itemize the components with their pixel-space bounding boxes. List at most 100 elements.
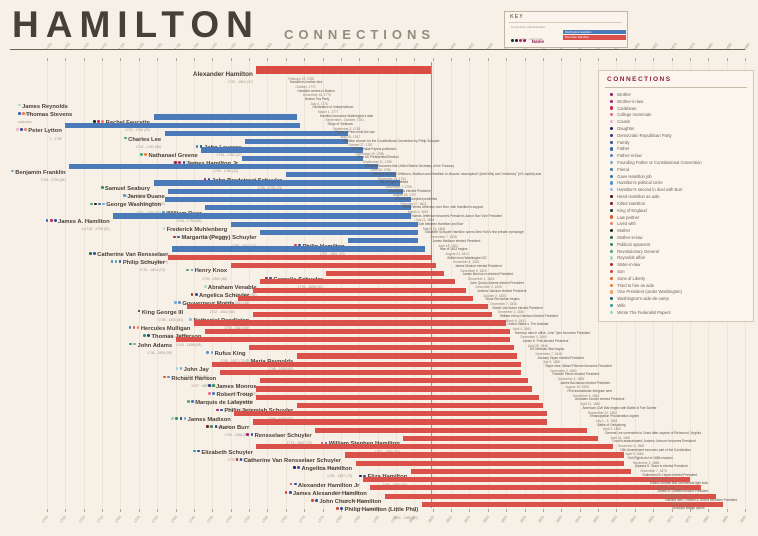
connection-dot: [206, 425, 210, 428]
connection-dot: [45, 219, 49, 222]
person-name: Thomas Stevens: [26, 111, 73, 118]
milestone-date: April 25, 1846: [528, 343, 548, 348]
axis-tick-bottom: [708, 509, 710, 512]
milestone-text: British burn Washington DC: [447, 255, 487, 260]
legend-label: Father-in-law: [617, 153, 642, 159]
connection-dot: [177, 235, 181, 239]
key-sample-row: Name: [511, 30, 544, 48]
connection-dot: [110, 260, 114, 263]
connection-dot: [235, 458, 239, 461]
person-label: Philip Hamilton (Little Phil) 1802 - 1884…: [0, 499, 418, 520]
person-dates: 1776 - 1808 (32): [0, 285, 323, 290]
person-dates: 1753 - 1786 (33): [213, 169, 239, 174]
key-bar-died-before: Died before Hamilton: [563, 29, 626, 35]
person-bar: [403, 435, 599, 442]
connection-dot: [114, 260, 118, 263]
gridline: [212, 62, 214, 508]
legend-label: Hamilton's second in duel with Burr: [617, 187, 683, 193]
axis-tick-top: [726, 58, 728, 61]
person-label: Alexander Hamilton 1757 - 1804 (47): [0, 64, 253, 85]
gridline: [542, 62, 544, 508]
milestone: July 4, 1776 Declaration of Independence: [311, 102, 354, 110]
legend-dot: [610, 283, 614, 287]
legend-label: Sister-in-law: [617, 262, 641, 268]
connection-dot: [199, 144, 203, 148]
milestone-date: December 2, 1840: [498, 310, 525, 315]
person-bar: [212, 361, 521, 367]
person-bar: [113, 213, 411, 219]
axis-tick-bottom: [432, 509, 434, 512]
person-dates: 1757 - 1804 (47): [227, 79, 253, 84]
person-label: Robert Troup 1757 - 1832 (75): [0, 384, 253, 405]
axis-tick-top: [708, 58, 710, 61]
connection-dot: [53, 219, 57, 222]
milestone-text: The Federalist Papers published: [350, 146, 396, 151]
person-bar: [238, 295, 474, 301]
milestone-text: Hamilton's mother dies: [290, 80, 323, 85]
person-name: Abraham Venable: [207, 284, 257, 291]
legend-dot: [610, 154, 614, 158]
milestone: December 3, 1828 Andrew Jackson elected P…: [476, 286, 527, 293]
key-title: KEY: [510, 14, 524, 20]
milestone-text: John Adams elected President: [387, 188, 431, 193]
person-label: James Duane 1733 - 1797 (63): [0, 186, 165, 207]
connection-dot: [171, 416, 175, 420]
milestone-text: First US Presidential Election: [357, 155, 399, 160]
person-name: Marquis de Lafayette: [195, 400, 253, 407]
person-label: James Monroe 1758 - 1831 (73): [0, 376, 257, 397]
axis-tick-bottom: [634, 509, 636, 512]
gridline: [285, 62, 287, 508]
person-name: Aaron Burr: [218, 424, 250, 431]
connection-dot: [136, 326, 140, 329]
person-label-line: Rensselaer Schuyler: [0, 425, 312, 442]
gridline: [524, 62, 526, 508]
milestone: December 7, 1796 John Adams elected Presi…: [386, 185, 431, 193]
connection-dot: [89, 252, 92, 255]
legend-row: Washington's aide-de-camp: [610, 295, 749, 302]
milestone-text: Garfield dies; Chester A. Arthur becomes…: [665, 497, 738, 502]
axis-tick-top: [157, 58, 159, 61]
person-dates: 1750 - 1801 (51): [202, 235, 228, 240]
person-dates: 1758 - 1801 (42): [0, 244, 256, 249]
person-name: Henry Knox: [194, 268, 228, 275]
legend-label: Founding Father or Constitutional Conven…: [617, 160, 702, 166]
person-label: Abraham Venable 1758 - 1811 (52): [0, 277, 257, 298]
person-label-line: Abraham Venable: [0, 277, 257, 294]
milestone-text: Siege of Yorktown: [327, 121, 354, 126]
legend-row: King of England: [610, 207, 749, 214]
legend-dot: [610, 222, 614, 226]
milestone: November 7, 1876 Rutherford B. Hayes elec…: [641, 469, 697, 477]
legend-dot: [610, 256, 614, 260]
gridline: [451, 62, 453, 508]
milestone: December 16, 1773 Boston Tea Party: [303, 93, 331, 101]
milestone-text: James Buchanan elected President: [560, 380, 611, 385]
person-name: Alexander Hamilton Jr: [297, 482, 360, 489]
legend-label: Revolutionary General: [617, 248, 659, 254]
person-label: Philip Schuyler 1733 - 1804 (70): [0, 252, 165, 273]
legend-row: Lived with: [610, 220, 749, 227]
key-subtitle: Connection with Hamilton:: [511, 25, 546, 29]
legend-row: Democratic-Republican Party: [610, 132, 749, 139]
legend-label: College roommate: [617, 112, 652, 118]
axis-tick-top: [340, 58, 342, 61]
person-dates: 1781 - 1857 (76): [315, 466, 342, 471]
legend-label: Mother: [617, 228, 631, 234]
axis-tick-top: [377, 58, 379, 61]
axis-tick-bottom: [230, 509, 232, 512]
person-dates: 1732 - 1782 (50): [135, 144, 162, 149]
milestone-text: Ulysses S. Grant is elected President: [635, 464, 688, 469]
connection-dot: [129, 342, 133, 346]
axis-tick-label-bottom: 1815: [463, 515, 472, 524]
key-sample-dates: born - died (age): [521, 37, 544, 41]
connection-dot: [93, 202, 97, 206]
key-bar-died-after: Died after Hamilton: [563, 35, 626, 40]
person-bar: [315, 427, 588, 433]
milestone-text: James K. Polk elected President: [522, 339, 569, 344]
person-name: Frederick Muhlenberg: [166, 227, 228, 234]
milestone-date: December 4, 1816: [453, 260, 480, 265]
person-dates: 1773 - 1847 (73): [0, 442, 312, 446]
milestone-text: Emancipation Proclamation signed: [590, 414, 640, 419]
connection-dot: [98, 202, 101, 206]
person-bar: [256, 66, 432, 74]
